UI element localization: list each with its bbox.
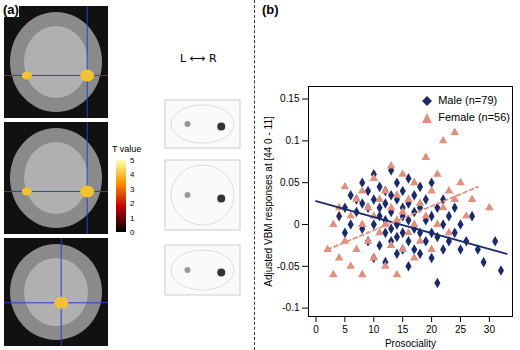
svg-text:0.1: 0.1 <box>286 135 300 146</box>
svg-text:5: 5 <box>342 324 348 335</box>
svg-text:2: 2 <box>130 199 135 208</box>
svg-text:30: 30 <box>484 324 496 335</box>
svg-text:Prosociality: Prosociality <box>385 338 436 349</box>
html-text:(b): (b) <box>262 2 279 17</box>
html-text:(a): (a) <box>3 2 19 17</box>
svg-text:-0.1: -0.1 <box>282 302 300 313</box>
svg-text:10: 10 <box>368 324 380 335</box>
svg-text:3: 3 <box>130 185 135 194</box>
svg-text:T value: T value <box>112 144 141 154</box>
svg-text:20: 20 <box>426 324 438 335</box>
svg-text:0: 0 <box>130 228 135 237</box>
svg-text:0.15: 0.15 <box>280 93 300 104</box>
svg-text:25: 25 <box>455 324 467 335</box>
svg-text:Adjusted VBM responses at [44: Adjusted VBM responses at [44 0 - 11] <box>263 116 274 287</box>
html-text:Male (n=79): Male (n=79) <box>438 94 498 106</box>
svg-text:15: 15 <box>397 324 409 335</box>
svg-text:0: 0 <box>294 219 300 230</box>
svg-text:4: 4 <box>130 170 135 179</box>
svg-text:L ⟷ R: L ⟷ R <box>180 52 217 65</box>
svg-text:-0.05: -0.05 <box>277 261 300 272</box>
svg-text:0.05: 0.05 <box>280 177 300 188</box>
svg-text:5: 5 <box>130 156 135 165</box>
svg-text:1: 1 <box>130 214 135 223</box>
html-text:Female (n=56): Female (n=56) <box>438 111 510 123</box>
svg-text:0: 0 <box>313 324 319 335</box>
